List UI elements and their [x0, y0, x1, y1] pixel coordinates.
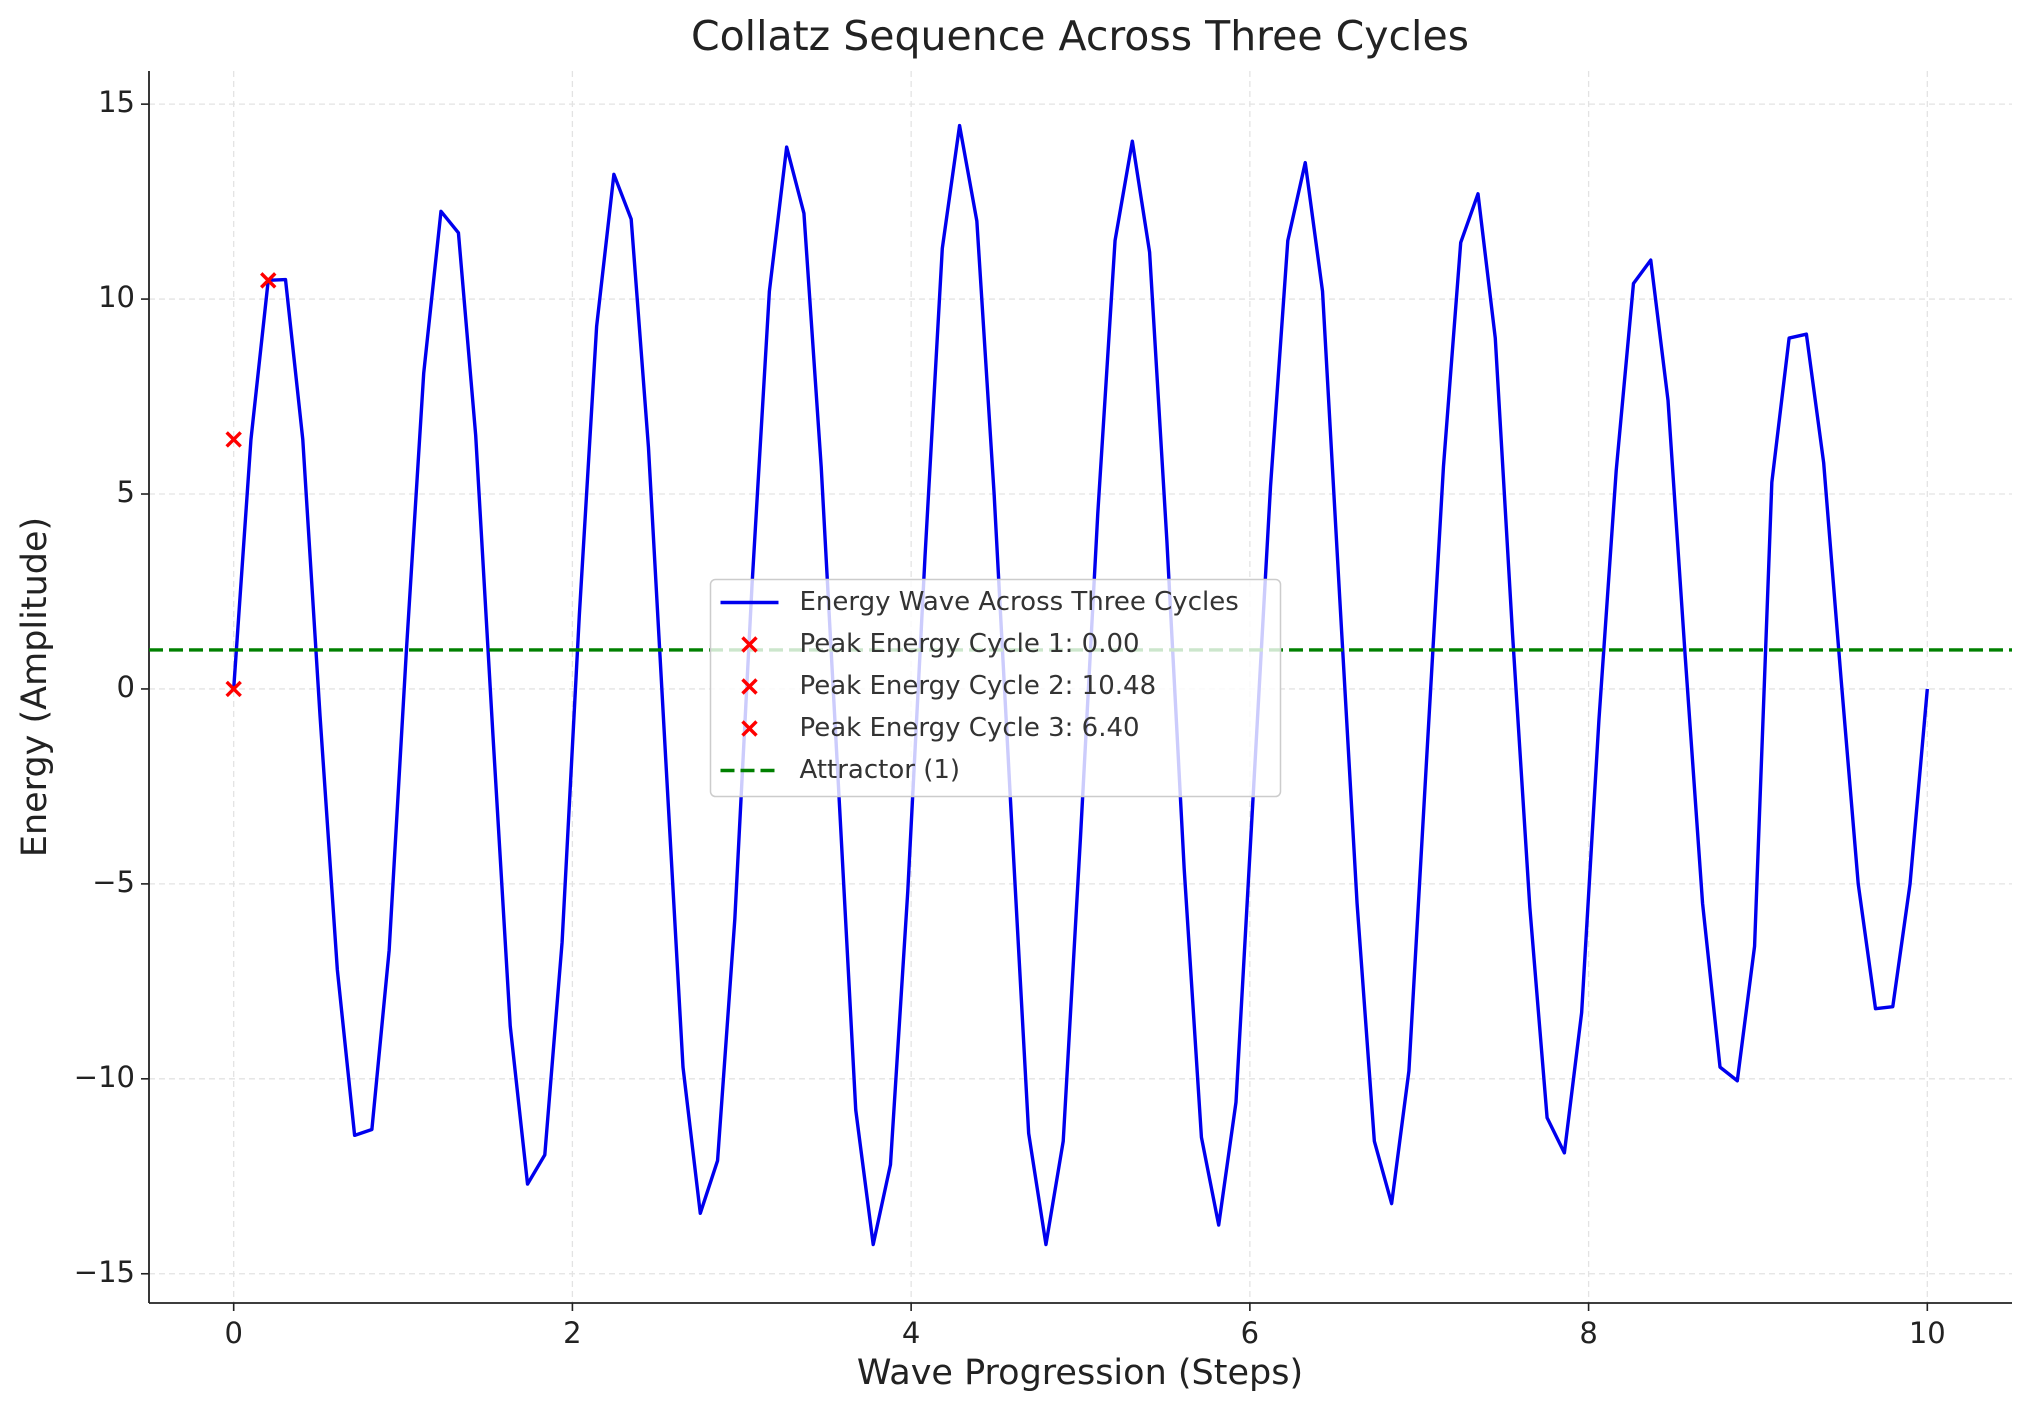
peak-marker [741, 678, 758, 695]
chart-title: Collatz Sequence Across Three Cycles [691, 12, 1469, 60]
x-tick-label: 2 [563, 1316, 581, 1350]
peak-marker [260, 272, 277, 289]
marker-cross [741, 720, 758, 737]
x-axis-label: Wave Progression (Steps) [857, 1353, 1303, 1393]
marker-cross [741, 636, 758, 653]
legend-box [709, 578, 1282, 798]
x-tick-label: 6 [1241, 1316, 1259, 1350]
y-axis-label: Energy (Amplitude) [15, 517, 55, 857]
peak-marker [225, 431, 242, 448]
x-tick-label: 0 [224, 1316, 242, 1350]
x-tick-label: 4 [902, 1316, 920, 1350]
x-tick-label: 8 [1579, 1316, 1597, 1350]
y-tick-label: −15 [74, 1255, 135, 1289]
peak-marker [741, 636, 758, 653]
data-line [231, 123, 1930, 1247]
peak-marker [741, 720, 758, 737]
marker-cross [741, 678, 758, 695]
x-tick-label: 10 [1909, 1316, 1946, 1350]
legend-label: Peak Energy Cycle 3: 6.40 [800, 713, 1140, 743]
y-tick-label: −5 [92, 865, 135, 899]
legend-label: Attractor (1) [800, 755, 961, 785]
legend-label: Peak Energy Cycle 1: 0.00 [800, 629, 1140, 659]
y-tick-label: 15 [98, 85, 135, 119]
y-tick-label: −10 [74, 1060, 135, 1094]
marker-cross [225, 431, 242, 448]
y-tick-label: 10 [98, 280, 135, 314]
marker-cross [260, 272, 277, 289]
y-tick-label: 5 [117, 475, 135, 509]
y-tick-label: 0 [117, 670, 135, 704]
peak-marker [225, 680, 242, 698]
legend-label: Peak Energy Cycle 2: 10.48 [800, 671, 1157, 701]
marker-cross [225, 680, 242, 698]
legend-label: Energy Wave Across Three Cycles [800, 587, 1239, 617]
